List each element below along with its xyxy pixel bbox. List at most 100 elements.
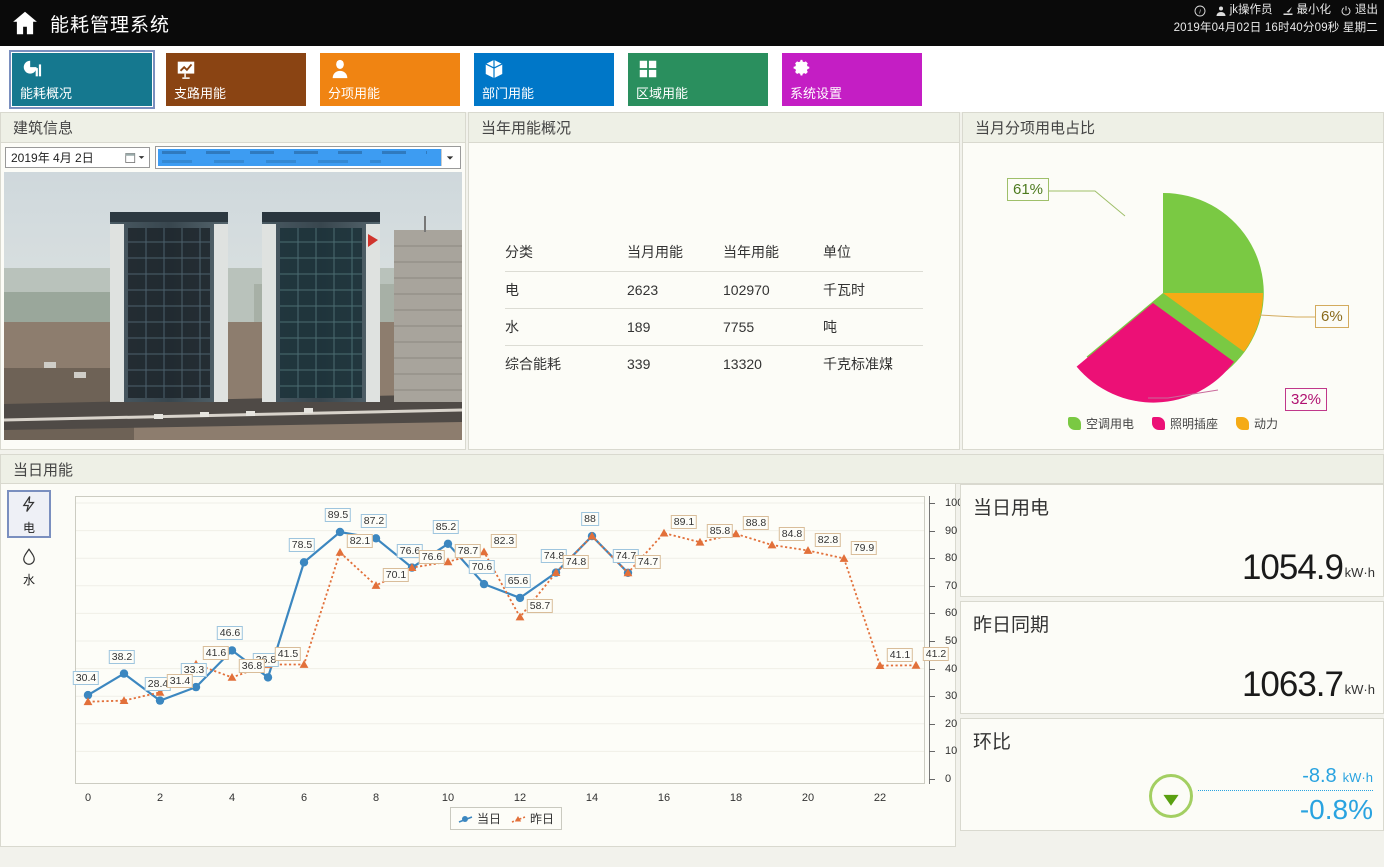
daily-panel-title: 当日用能	[0, 454, 1384, 484]
minimize-label: 最小化	[1296, 4, 1332, 16]
pie-label-lighting: 32%	[1285, 388, 1328, 411]
x-tick-label: 6	[300, 792, 308, 804]
y-tick-label: 90	[945, 524, 958, 537]
data-label: 41.5	[274, 646, 302, 661]
subitem-pie-panel: 当月分项用电占比 61% 6% 32%	[962, 112, 1384, 450]
data-label: 30.4	[72, 671, 100, 686]
y-tick-label: 50	[945, 635, 958, 647]
data-label: 87.2	[360, 514, 388, 529]
data-label: 58.7	[526, 599, 554, 613]
pie-slice-power	[1163, 293, 1264, 352]
ratio-values: -8.8 kW·h -0.8%	[1198, 765, 1373, 826]
minimize-icon	[1283, 6, 1292, 15]
data-label: 78.5	[288, 538, 316, 553]
cell-category: 水	[505, 308, 627, 346]
cell-unit: 千瓦时	[823, 271, 923, 309]
legend-item-today[interactable]: 当日	[458, 810, 501, 827]
data-label: 74.7	[634, 554, 662, 569]
cell-unit: 吨	[823, 308, 923, 346]
user-account[interactable]: jk操作员	[1215, 2, 1273, 20]
legend-item-power[interactable]: 动力	[1236, 415, 1278, 432]
nav-tab-label: 区域用能	[636, 85, 689, 101]
cell-month: 2623	[627, 271, 723, 309]
legend-label: 空调用电	[1085, 417, 1134, 431]
data-label: 70.6	[468, 560, 496, 575]
y-tick-label: 80	[945, 552, 958, 565]
header-right-cluster: i jk操作员 最小化 退出 2019年04月02日 16时40分09秒 星期二	[1174, 2, 1378, 38]
y-axis: 0 10 20 30 40 50 60 70 80 90 100	[929, 496, 989, 785]
home-icon[interactable]	[10, 8, 40, 38]
data-label: 78.7	[454, 543, 482, 558]
y-axis-line	[929, 496, 930, 784]
date-picker[interactable]: 2019年 4月 2日	[5, 147, 150, 168]
nav-tab-branch-energy[interactable]: 支路用能	[166, 52, 306, 106]
box-icon	[482, 58, 606, 80]
fuel-button-water[interactable]: 水	[7, 542, 51, 590]
gear-icon	[790, 58, 914, 80]
nav-tab-label: 部门用能	[482, 85, 535, 101]
app-header: 能耗管理系统 i jk操作员 最小化 退出 2019年04月02日 16时40分…	[0, 0, 1384, 46]
y-tick-label: 70	[945, 579, 958, 592]
stat-card-ratio: 环比 -8.8 kW·h -0.8%	[960, 718, 1384, 831]
col-unit: 单位	[823, 244, 851, 260]
ratio-percent: -0.8%	[1299, 794, 1373, 825]
cell-category: 综合能耗	[505, 345, 627, 382]
data-label: 33.3	[180, 663, 208, 678]
data-label: 38.2	[108, 649, 136, 664]
data-label: 88	[581, 512, 599, 527]
exit-button[interactable]: 退出	[1340, 2, 1378, 20]
x-tick-label: 16	[657, 792, 671, 804]
data-label: 65.6	[504, 573, 532, 588]
data-label: 76.6	[396, 543, 424, 558]
legend-item-yesterday[interactable]: 昨日	[511, 810, 554, 827]
nav-tab-area-energy[interactable]: 区域用能	[628, 52, 768, 106]
stat-value: 1054.9	[1241, 548, 1344, 587]
exit-label: 退出	[1355, 4, 1378, 16]
pie-label-power: 6%	[1315, 305, 1349, 328]
nav-tab-system-settings[interactable]: 系统设置	[782, 52, 922, 106]
stat-card-today-usage: 当日用电 1054.9 kW·h	[960, 484, 1384, 597]
data-label: 88.8	[742, 515, 770, 530]
legend-swatch-power	[1236, 417, 1249, 430]
daily-body: 电 水 0 10 20 30 40 50 60 70	[0, 484, 1384, 847]
stat-title: 环比	[973, 732, 1012, 753]
daily-stats-panel: 当日用电 1054.9 kW·h 昨日同期 1063.7 kW·h 环比 -8.…	[960, 484, 1384, 847]
grid-icon	[636, 58, 760, 80]
user-label: jk操作员	[1229, 4, 1273, 16]
data-label: 46.6	[216, 626, 244, 641]
water-drop-icon	[20, 545, 38, 570]
x-tick-label: 0	[84, 792, 92, 804]
nav-tab-subitem-energy[interactable]: 分项用能	[320, 52, 460, 106]
data-label: 70.1	[382, 567, 410, 582]
pie-leader-lighting	[1148, 389, 1219, 399]
stat-card-yesterday-usage: 昨日同期 1063.7 kW·h	[960, 601, 1384, 714]
nav-tab-label: 支路用能	[174, 85, 227, 101]
pie-legend: 空调用电 照明插座 动力	[963, 415, 1383, 432]
building-select[interactable]	[155, 146, 461, 169]
cell-month: 189	[627, 308, 723, 346]
svg-text:i: i	[1199, 8, 1201, 15]
person-icon	[328, 58, 452, 80]
daily-chart-panel: 电 水 0 10 20 30 40 50 60 70	[0, 484, 963, 847]
info-icon[interactable]: i	[1194, 5, 1206, 17]
legend-item-lighting[interactable]: 照明插座	[1151, 415, 1218, 432]
data-label: 89.5	[324, 508, 352, 522]
nav-tab-energy-overview[interactable]: 能耗概况	[9, 49, 155, 109]
user-icon	[1216, 6, 1226, 16]
main-navigation: 能耗概况 支路用能 分项用能 部门用能 区域用能 系统设置	[0, 46, 1384, 112]
fuel-button-electricity[interactable]: 电	[7, 490, 51, 538]
chevron-down-icon[interactable]	[441, 149, 458, 166]
legend-label: 昨日	[530, 812, 555, 826]
cell-year: 102970	[723, 271, 823, 309]
stat-title: 当日用电	[973, 498, 1050, 519]
nav-tab-label: 系统设置	[790, 85, 843, 101]
nav-tab-department-energy[interactable]: 部门用能	[474, 52, 614, 106]
minimize-button[interactable]: 最小化	[1282, 2, 1332, 20]
system-datetime: 2019年04月02日 16时40分09秒 星期二	[1173, 21, 1378, 34]
calendar-icon[interactable]	[125, 152, 145, 164]
data-label: 84.8	[778, 527, 806, 541]
legend-item-hvac[interactable]: 空调用电	[1067, 415, 1134, 432]
legend-label: 动力	[1254, 417, 1279, 431]
dashboard-top-row: 建筑信息 2019年 4月 2日	[0, 112, 1384, 450]
building-controls: 2019年 4月 2日	[1, 143, 465, 169]
